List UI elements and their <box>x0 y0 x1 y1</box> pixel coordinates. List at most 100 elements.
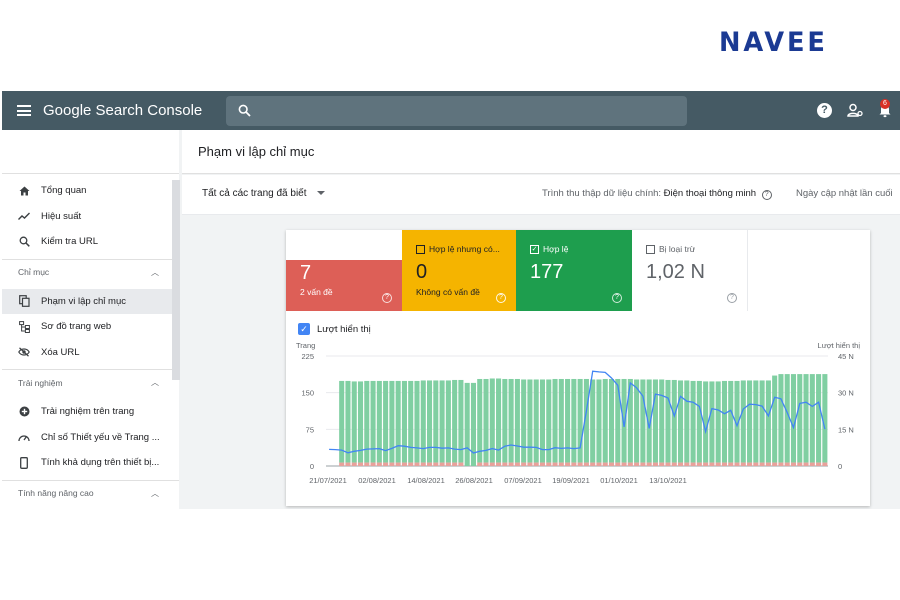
valid-bar <box>439 380 445 463</box>
manage-accounts-icon[interactable] <box>847 103 863 118</box>
error-bar <box>345 462 351 466</box>
error-bar <box>784 462 790 466</box>
error-bar <box>590 462 596 466</box>
valid-bar <box>797 374 803 463</box>
valid-bar <box>778 374 784 463</box>
search-input[interactable] <box>226 96 687 126</box>
main-content: Phạm vi lập chỉ mục Tất cả các trang đã … <box>182 130 900 509</box>
tile-label: ✓ Hợp lệ <box>530 244 568 254</box>
sidebar-item-overview[interactable]: Tổng quan <box>2 178 179 204</box>
error-bar <box>816 462 822 466</box>
sidebar-scrollbar[interactable] <box>172 180 180 380</box>
tile-valid[interactable]: ✓ Hợp lệ 177 ? <box>516 230 632 311</box>
valid-bar <box>464 382 470 466</box>
sitemap-icon <box>18 320 30 333</box>
sidebar-top-group: Tổng quan Hiệu suất Kiểm tra URL <box>2 174 179 259</box>
error-bar <box>652 462 658 466</box>
sidebar-item-label: Kiểm tra URL <box>41 236 99 248</box>
notification-badge: 6 <box>880 99 890 109</box>
valid-bar <box>357 381 364 463</box>
filter-bar: Tất cả các trang đã biết Trình thu thập … <box>182 175 900 215</box>
error-bar <box>439 462 445 466</box>
checkbox-checked-icon: ✓ <box>298 323 310 335</box>
error-bar <box>546 462 552 466</box>
tile-label: Bị loại trừ <box>646 244 695 254</box>
help-circle-icon[interactable]: ? <box>761 190 772 200</box>
sidebar-item-mobile-usability[interactable]: Tính khả dụng trên thiết bị... <box>2 450 179 476</box>
sidebar-item-url-inspection[interactable]: Kiểm tra URL <box>2 229 179 255</box>
error-bar <box>627 462 633 466</box>
valid-bar <box>715 381 721 463</box>
smartphone-icon <box>18 456 30 469</box>
error-bar <box>621 462 627 466</box>
sidebar-item-removals[interactable]: Xóa URL <box>2 340 179 366</box>
checkbox-icon <box>416 244 425 254</box>
help-circle-icon[interactable]: ? <box>382 293 392 303</box>
valid-bar <box>521 379 527 463</box>
help-circle-icon[interactable]: ? <box>612 293 622 303</box>
valid-bar <box>753 380 759 463</box>
valid-bar <box>790 374 797 463</box>
valid-bar <box>452 379 458 463</box>
valid-bar <box>420 380 426 463</box>
error-bar <box>552 462 558 466</box>
tile-value: 7 <box>300 262 312 284</box>
error-bar <box>339 462 345 466</box>
error-bar <box>571 462 577 466</box>
sidebar-section-experience[interactable]: Trải nghiệm ︿ <box>2 369 179 395</box>
impressions-line <box>329 370 826 454</box>
product-name[interactable]: Google Search Console <box>43 102 202 119</box>
sidebar-section-index[interactable]: Chỉ mục ︿ <box>2 258 179 285</box>
valid-bar <box>684 380 690 463</box>
page-filter-dropdown[interactable]: Tất cả các trang đã biết <box>202 188 325 199</box>
help-circle-icon[interactable]: ? <box>727 293 737 303</box>
valid-bar <box>427 380 433 463</box>
tile-error[interactable]: 7 2 vấn đề ? <box>286 260 402 311</box>
error-bar <box>458 462 464 466</box>
error-bar <box>389 462 395 466</box>
x-tick-label: 19/09/2021 <box>552 476 590 485</box>
valid-bar <box>784 374 790 463</box>
menu-icon[interactable] <box>17 105 31 116</box>
error-bar <box>728 462 734 466</box>
error-bar <box>671 462 677 466</box>
tile-value: 177 <box>530 261 564 283</box>
tile-excluded[interactable]: Bị loại trừ 1,02 N ? <box>632 230 748 311</box>
error-bar <box>401 462 407 466</box>
help-icon[interactable]: ? <box>817 103 832 118</box>
home-icon <box>18 185 30 197</box>
error-bar <box>790 462 797 466</box>
sidebar-section-title: Tính năng nâng cao <box>18 488 94 498</box>
tile-label-text: Bị loại trừ <box>659 244 696 254</box>
x-tick-label: 01/10/2021 <box>600 476 638 485</box>
sidebar-item-page-experience[interactable]: Trải nghiệm trên trang <box>2 399 179 425</box>
tile-valid-with-warnings[interactable]: Hợp lệ nhưng có... 0 Không có vấn đề ? <box>402 230 516 311</box>
page-header: Phạm vi lập chỉ mục <box>182 130 900 174</box>
help-circle-icon[interactable]: ? <box>496 293 506 303</box>
error-bar <box>489 462 495 466</box>
error-bar <box>483 462 489 466</box>
sidebar-item-sitemaps[interactable]: Sơ đồ trang web <box>2 314 179 340</box>
sidebar-section-enhancements[interactable]: Tính năng nâng cao ︿ <box>2 479 179 506</box>
error-bar <box>608 462 615 466</box>
error-bar <box>753 462 759 466</box>
impressions-checkbox[interactable]: ✓ Lượt hiển thị <box>298 323 371 335</box>
error-bar <box>502 462 508 466</box>
sidebar-item-performance[interactable]: Hiệu suất <box>2 204 179 230</box>
error-bar <box>678 462 684 466</box>
valid-bar <box>558 378 564 463</box>
error-bar <box>822 462 828 466</box>
sidebar-item-core-web-vitals[interactable]: Chỉ số Thiết yếu về Trang ... <box>2 425 179 451</box>
valid-bar <box>703 381 709 463</box>
error-bar <box>765 462 771 466</box>
valid-bar <box>395 380 401 463</box>
search-console-window: Google Search Console ? 6 <box>2 91 900 509</box>
sidebar-item-index-coverage[interactable]: Phạm vi lập chỉ mục <box>2 288 179 314</box>
chevron-up-icon: ︿ <box>151 378 159 387</box>
error-bar <box>646 462 652 466</box>
valid-bar <box>627 378 633 463</box>
valid-bar <box>458 379 464 463</box>
chevron-up-icon: ︿ <box>151 267 159 277</box>
valid-bar <box>502 378 508 463</box>
coverage-card: Hợp lệ nhưng có... 0 Không có vấn đề ? 7… <box>286 230 870 506</box>
